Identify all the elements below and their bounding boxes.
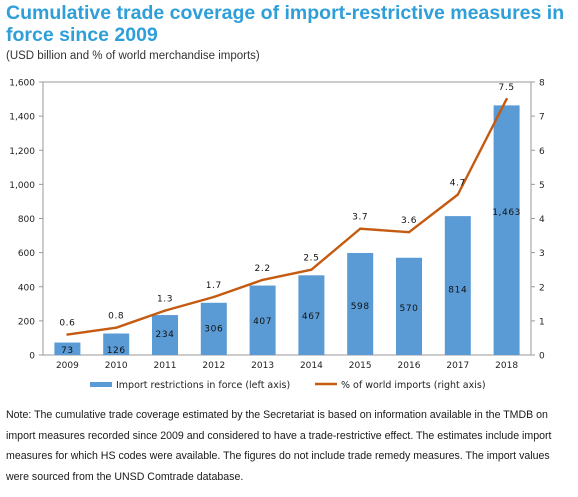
line-value-label: 4.7 [450,179,466,189]
bar [249,285,276,355]
x-axis-tick-label: 2018 [495,361,518,371]
x-axis-tick-label: 2014 [300,361,323,371]
right-axis-tick-label: 6 [539,147,545,157]
bar-value-label: 598 [351,302,370,312]
x-axis-tick-label: 2015 [349,361,372,371]
line-point [456,193,459,196]
line-point [359,227,362,230]
bar [298,275,325,355]
line-point [505,97,508,101]
left-axis-tick-label: 600 [18,249,35,259]
line-point [115,326,118,329]
line-point [261,278,264,282]
x-axis-tick-label: 2016 [398,361,421,371]
left-axis-tick-label: 1,400 [9,113,35,123]
right-axis-tick-label: 7 [539,113,545,123]
line-point [163,309,167,312]
chart-subtitle: (USD billion and % of world merchandise … [6,50,260,62]
x-axis-tick-label: 2017 [446,361,469,371]
right-axis-tick-label: 3 [539,249,545,259]
bar-value-label: 73 [61,346,74,356]
bar [54,342,81,355]
right-axis-tick-label: 1 [539,317,545,327]
bar-value-label: 570 [400,304,419,314]
line-point [310,268,313,271]
bar-value-label: 234 [156,330,175,340]
legend-label-bars: Import restrictions in force (left axis) [116,380,290,391]
left-axis-tick-label: 200 [18,317,35,327]
left-axis-tick-label: 400 [18,283,35,293]
left-axis-tick-label: 800 [18,215,35,225]
bar-value-label: 814 [448,286,467,296]
line-value-label: 3.7 [352,213,368,223]
right-axis-tick-label: 4 [539,215,545,225]
chart-note: Note: The cumulative trade coverage esti… [6,409,552,483]
bar-value-label: 407 [253,317,272,327]
bar [347,252,374,355]
bar-value-label: 306 [204,325,223,335]
legend-swatch-bars [90,382,112,387]
bar [493,105,520,355]
x-axis-tick-label: 2010 [105,361,128,371]
line-value-label: 0.6 [59,319,75,329]
chart-title: Cumulative trade coverage of import-rest… [6,2,565,46]
right-axis-tick-label: 8 [539,79,545,89]
line-point [212,295,215,299]
x-axis-tick-label: 2009 [56,361,79,371]
legend-label-line: % of world imports (right axis) [341,380,486,391]
left-axis-tick-label: 1,600 [9,79,35,89]
bar-value-label: 467 [302,312,321,322]
right-axis-tick-label: 0 [539,352,545,362]
right-axis-tick-label: 2 [539,283,545,293]
line-point [407,230,411,234]
left-axis-tick-label: 0 [29,352,35,362]
line-value-label: 7.5 [499,83,515,93]
line-point [66,333,69,336]
line-value-label: 2.5 [303,254,319,264]
bar [444,216,471,355]
line-value-label: 1.3 [157,295,173,305]
chart: 02004006008001,0001,2001,4001,6000123456… [9,79,545,392]
left-axis-tick-label: 1,200 [9,147,35,157]
bar-value-label: 126 [107,346,126,356]
line-value-label: 0.8 [108,312,124,322]
x-axis-tick-label: 2011 [154,361,177,371]
line-value-label: 1.7 [206,281,222,291]
x-axis-tick-label: 2012 [202,361,225,371]
line-value-label: 3.6 [401,216,417,226]
bar [200,302,227,355]
right-axis-tick-label: 5 [539,181,545,191]
line-series [67,98,508,336]
bar [152,315,178,355]
left-axis-tick-label: 1,000 [9,181,35,191]
line-value-label: 2.2 [255,264,271,274]
x-axis-tick-label: 2013 [251,361,274,371]
bar [396,257,422,355]
bar [103,333,130,355]
bar-value-label: 1,463 [492,208,521,218]
